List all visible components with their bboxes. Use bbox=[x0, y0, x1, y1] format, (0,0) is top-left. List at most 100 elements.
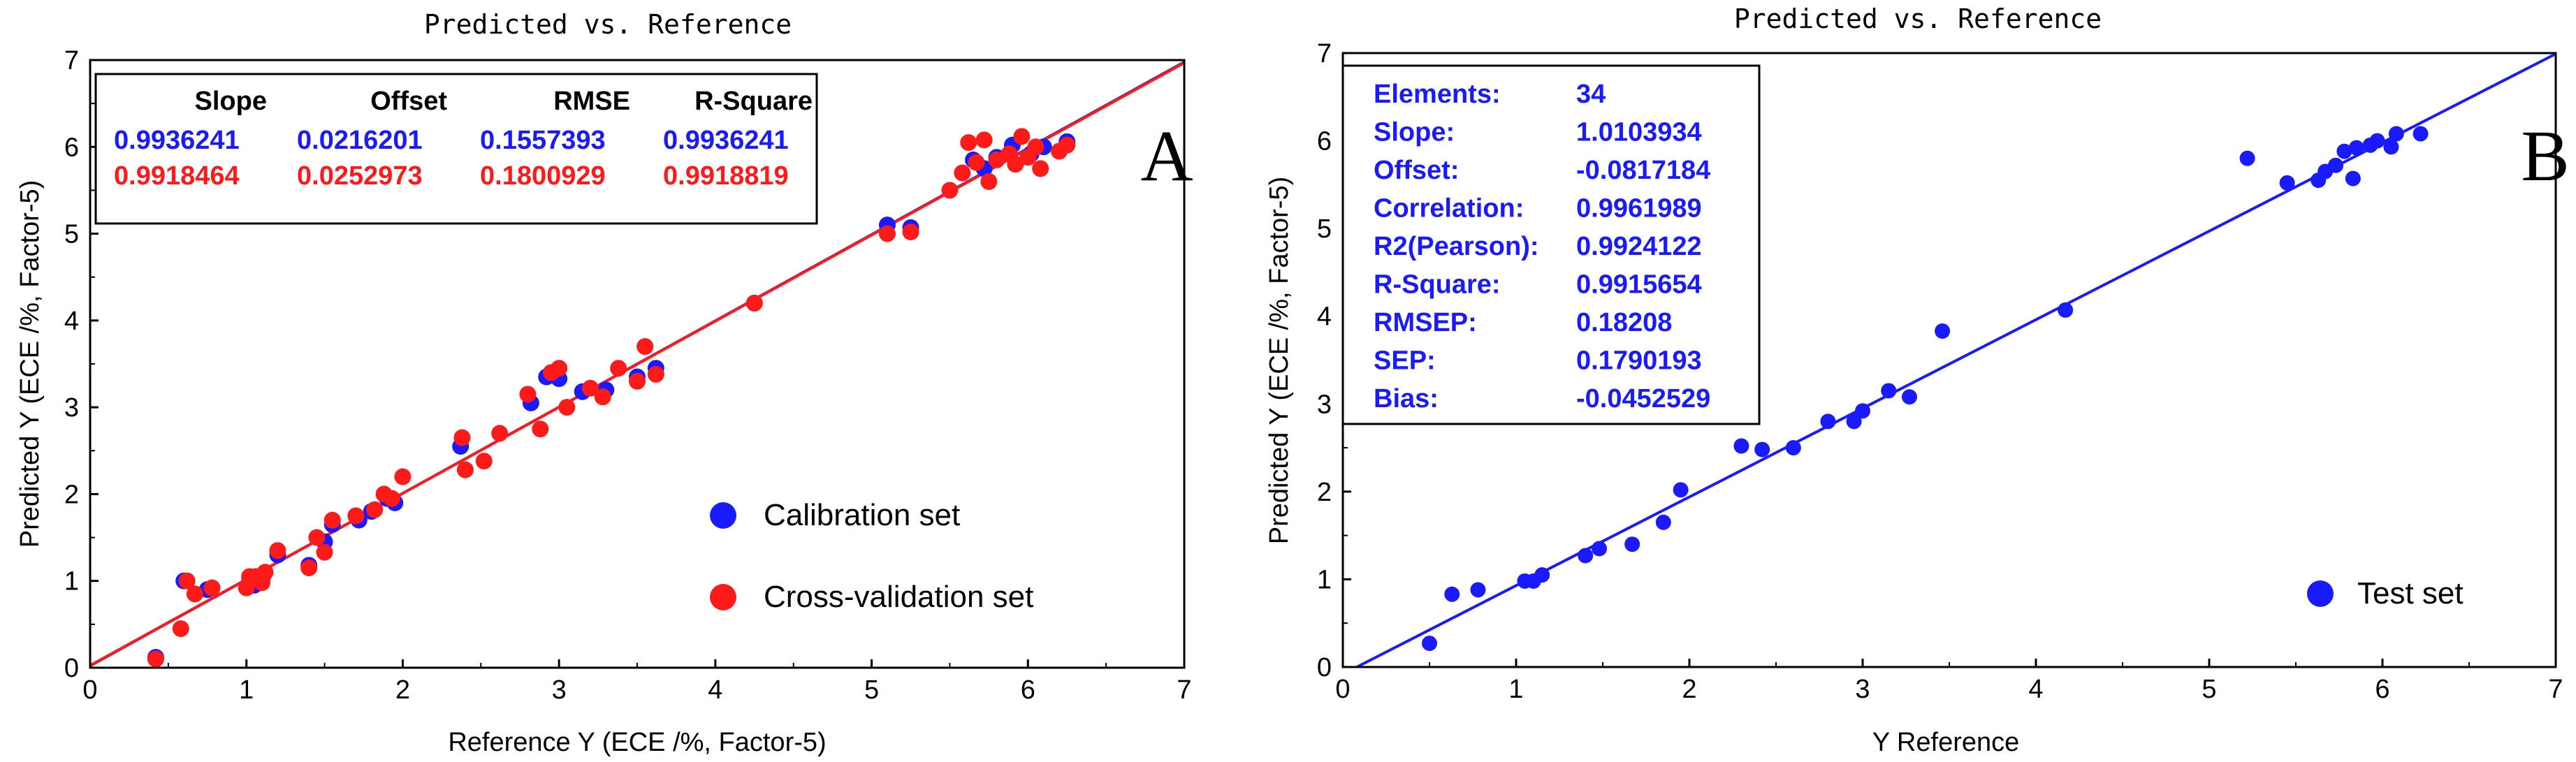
cross-validation-set-point bbox=[980, 173, 998, 190]
cross-validation-set-point bbox=[968, 154, 985, 171]
x-tick-label: 7 bbox=[1177, 675, 1191, 705]
cross-validation-set-point bbox=[954, 164, 971, 182]
panel-b-label: B bbox=[2521, 116, 2569, 196]
cross-validation-set-point bbox=[453, 429, 471, 446]
calibration-offset: 0.0216201 bbox=[297, 126, 423, 155]
test-set-point bbox=[1655, 514, 1671, 530]
cross-validation-set-point bbox=[975, 131, 993, 149]
cross-validation-set-point bbox=[878, 225, 896, 242]
cross-validation-set-point bbox=[316, 543, 333, 561]
test-set-point bbox=[1592, 541, 1608, 557]
stats-label: R-Square: bbox=[1374, 270, 1501, 300]
cross-validation-set-point bbox=[551, 360, 568, 377]
cross-validation-set-point bbox=[347, 507, 365, 525]
cross-validation-set-point bbox=[629, 372, 646, 390]
stats-value: 1.0103934 bbox=[1576, 118, 1702, 147]
test-set-point bbox=[2388, 126, 2404, 142]
y-tick-label: 3 bbox=[64, 393, 79, 423]
calibration-slope: 0.9936241 bbox=[114, 126, 240, 155]
test-set-point bbox=[1881, 383, 1897, 399]
y-tick-label: 0 bbox=[1317, 653, 1332, 682]
stats-value: -0.0452529 bbox=[1576, 384, 1710, 413]
test-set-point bbox=[2058, 302, 2074, 318]
test-set-point bbox=[2328, 157, 2344, 173]
cross-validation-set-point bbox=[394, 468, 412, 485]
y-tick-label: 1 bbox=[1317, 565, 1332, 594]
panel-a-label: A bbox=[1140, 116, 1193, 196]
y-tick-label: 5 bbox=[1317, 214, 1332, 244]
panel-a-chart: Predicted vs. Reference 0 1 2 3 4 5 6 7 0 1 2 3 4 5 6 7… bbox=[15, 9, 1193, 757]
cross-validation-offset: 0.0252973 bbox=[297, 161, 423, 191]
x-tick-label: 2 bbox=[395, 675, 410, 705]
test-set-point bbox=[1754, 441, 1770, 457]
test-set-point bbox=[1785, 440, 1801, 456]
stats-header-rmse: RMSE bbox=[553, 87, 630, 116]
panel-a-legend: Calibration set Cross-validation set bbox=[710, 498, 1033, 614]
stats-value: 0.18208 bbox=[1576, 308, 1672, 337]
cross-validation-set-point bbox=[203, 579, 221, 596]
stats-label: Bias: bbox=[1374, 384, 1439, 413]
x-tick-label: 6 bbox=[2375, 675, 2389, 704]
stats-label: Elements: bbox=[1374, 80, 1501, 109]
stats-label: SEP: bbox=[1374, 346, 1436, 376]
cross-validation-set-point bbox=[1007, 156, 1024, 173]
cross-validation-set-point bbox=[519, 386, 537, 403]
stats-value: -0.0817184 bbox=[1576, 156, 1710, 185]
cross-validation-set-point bbox=[323, 511, 341, 529]
test-set-point bbox=[1935, 323, 1951, 339]
legend-cross-validation-label: Cross-validation set bbox=[764, 580, 1033, 614]
test-set-point bbox=[1820, 413, 1836, 430]
cross-validation-set-point bbox=[147, 650, 164, 668]
cross-validation-set-point bbox=[456, 461, 474, 478]
cross-validation-rmse: 0.1800929 bbox=[480, 161, 606, 191]
test-set-point bbox=[1624, 536, 1640, 552]
stats-label: R2(Pearson): bbox=[1374, 232, 1539, 261]
test-set-point bbox=[1901, 389, 1917, 405]
test-set-point bbox=[1534, 567, 1550, 583]
x-tick-label: 5 bbox=[2202, 675, 2216, 704]
test-set-point bbox=[1733, 438, 1749, 454]
x-tick-label: 0 bbox=[82, 675, 97, 705]
x-tick-label: 1 bbox=[1508, 675, 1523, 704]
test-set-point bbox=[2413, 126, 2429, 142]
legend-calibration-marker bbox=[710, 502, 736, 529]
cross-validation-slope: 0.9918464 bbox=[114, 161, 240, 191]
x-tick-label: 7 bbox=[2548, 675, 2563, 704]
cross-validation-set-point bbox=[475, 453, 493, 470]
panel-b-stats-table: Elements: 34 Slope: 1.0103934 Offset: -0.0817… bbox=[1341, 64, 1761, 425]
y-tick-label: 5 bbox=[64, 220, 79, 249]
x-tick-label: 4 bbox=[708, 675, 722, 705]
cross-validation-set-point bbox=[1013, 128, 1031, 145]
test-set-point bbox=[2383, 139, 2399, 155]
cross-validation-set-point bbox=[491, 425, 509, 442]
cross-validation-set-point bbox=[532, 420, 549, 438]
test-set-point bbox=[1846, 413, 1862, 430]
panel-a-stats-table: Slope Offset RMSE R-Square 0.9936241 0.0… bbox=[94, 73, 818, 225]
x-tick-label: 1 bbox=[239, 675, 254, 705]
cross-validation-set-point bbox=[300, 559, 318, 577]
cross-validation-set-point bbox=[1027, 138, 1045, 156]
cross-validation-set-point bbox=[178, 572, 196, 589]
stats-label: RMSEP: bbox=[1374, 308, 1477, 337]
stats-value: 0.9915654 bbox=[1576, 270, 1702, 300]
legend-calibration-label: Calibration set bbox=[764, 498, 960, 532]
calibration-rmse: 0.1557393 bbox=[480, 126, 606, 155]
panel-b-stats-box bbox=[1341, 64, 1761, 425]
test-set-point bbox=[2239, 150, 2255, 166]
y-tick-label: 2 bbox=[64, 480, 79, 509]
cross-validation-set-point bbox=[186, 585, 203, 603]
panel-a-x-axis-label: Reference Y (ECE /%, Factor-5) bbox=[448, 728, 826, 757]
y-tick-label: 0 bbox=[64, 654, 79, 683]
panel-b-legend: Test set bbox=[2307, 576, 2464, 610]
test-set-point bbox=[1444, 586, 1460, 602]
stats-value: 0.9961989 bbox=[1576, 194, 1702, 224]
cross-validation-r-square: 0.9918819 bbox=[663, 161, 789, 191]
stats-header-slope: Slope bbox=[195, 87, 267, 116]
test-set-point bbox=[1855, 403, 1870, 419]
panel-b-y-axis-label: Predicted Y (ECE /%, Factor-5) bbox=[1265, 177, 1294, 545]
legend-test-set-label: Test set bbox=[2357, 576, 2464, 610]
stats-value: 34 bbox=[1576, 80, 1606, 109]
x-tick-label: 5 bbox=[864, 675, 879, 705]
cross-validation-set-point bbox=[902, 224, 919, 241]
